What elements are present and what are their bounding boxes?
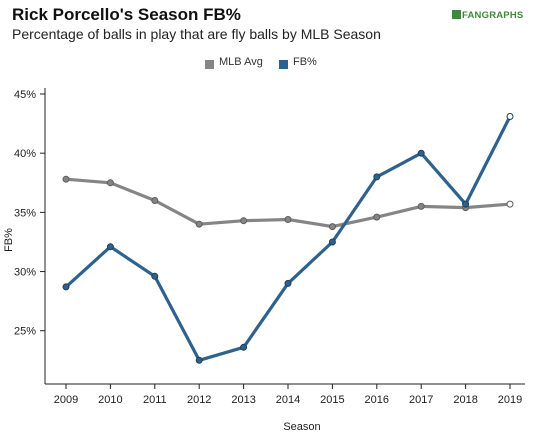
x-tick-label: 2016 — [365, 394, 389, 406]
data-point-mlb-avg — [284, 216, 292, 223]
x-tick-label: 2010 — [98, 394, 122, 406]
data-point-mlb-avg — [506, 200, 514, 208]
y-tick-label: 30% — [14, 267, 36, 279]
legend-label-fb[interactable]: FB% — [293, 56, 317, 68]
legend-swatch-fb — [279, 60, 288, 69]
chart-title: Rick Porcello's Season FB% — [12, 5, 241, 24]
x-tick-label: 2012 — [187, 394, 211, 406]
data-point-fb — [240, 343, 248, 351]
data-point-mlb-avg — [106, 179, 114, 187]
y-tick-label: 25% — [14, 326, 36, 338]
x-tick-label: 2017 — [409, 394, 433, 406]
data-point-mlb-avg — [328, 223, 336, 231]
data-point-fb — [328, 238, 336, 246]
data-point-fb — [417, 149, 425, 157]
data-point-mlb-avg — [373, 213, 381, 221]
x-axis-title: Season — [283, 421, 320, 433]
chart-legend: MLB Avg FB% — [0, 56, 546, 72]
data-point-fb — [373, 173, 381, 181]
x-tick-label: 2009 — [54, 394, 78, 406]
data-point-mlb-avg — [151, 197, 159, 204]
x-tick-label: 2014 — [276, 394, 300, 406]
x-tick-label: 2018 — [453, 394, 477, 406]
data-point-mlb-avg — [62, 175, 70, 183]
data-point-mlb-avg — [417, 202, 425, 210]
y-tick-label: 35% — [14, 207, 36, 219]
fangraphs-wordmark: FANGRAPHS — [462, 10, 524, 21]
legend-label-mlb-avg[interactable]: MLB Avg — [219, 56, 263, 68]
data-point-fb — [62, 283, 70, 291]
x-tick-label: 2019 — [498, 394, 522, 406]
x-tick-label: 2013 — [231, 394, 255, 406]
data-point-fb — [284, 279, 292, 287]
data-point-fb — [195, 356, 203, 364]
y-tick-label: 45% — [14, 89, 36, 101]
data-point-fb — [506, 113, 514, 120]
data-point-fb — [106, 243, 114, 251]
series-line-fb — [64, 114, 512, 362]
chart-subtitle: Percentage of balls in play that are fly… — [12, 26, 381, 42]
fangraphs-mark-icon — [452, 10, 461, 19]
data-point-fb — [462, 200, 470, 208]
data-point-mlb-avg — [195, 220, 203, 228]
y-tick-label: 40% — [14, 148, 36, 160]
data-point-fb — [151, 272, 159, 280]
x-tick-label: 2011 — [143, 394, 167, 406]
fangraphs-logo[interactable]: FANGRAPHS — [452, 10, 523, 21]
y-axis-title: FB% — [3, 228, 15, 252]
x-tick-label: 2015 — [320, 394, 344, 406]
data-point-mlb-avg — [240, 217, 248, 225]
legend-swatch-mlb-avg — [205, 60, 214, 69]
